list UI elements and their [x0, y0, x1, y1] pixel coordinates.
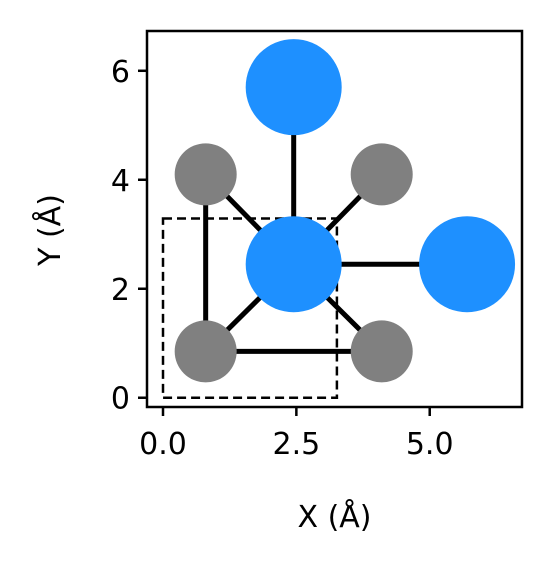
y-tick-label: 6 [111, 55, 130, 90]
x-tick-label: 5.0 [406, 427, 454, 462]
ticks: 0.0 2.5 5.0 0 2 4 6 [111, 55, 454, 462]
y-tick-label: 0 [111, 382, 130, 417]
unit-cell-box [161, 217, 339, 399]
y-tick-label: 2 [111, 273, 130, 308]
atom-right [419, 216, 516, 313]
plot-content [161, 39, 516, 399]
atom-tl [174, 143, 237, 206]
x-tick-label: 2.5 [273, 427, 321, 462]
atom-center [245, 216, 342, 313]
y-tick-label: 4 [111, 164, 130, 199]
atom-top [245, 39, 342, 136]
atom-tr [350, 143, 413, 206]
y-axis-label: Y (Å) [32, 194, 68, 267]
x-axis-label: X (Å) [297, 499, 371, 535]
axes-frame [145, 29, 524, 409]
atom-br [350, 320, 413, 383]
atom-bl [174, 320, 237, 383]
x-tick-label: 0.0 [139, 427, 187, 462]
